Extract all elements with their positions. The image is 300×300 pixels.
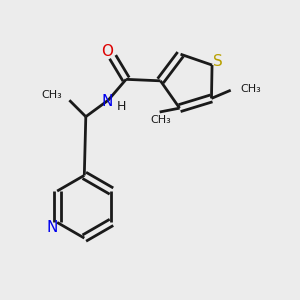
Text: CH₃: CH₃ (41, 90, 62, 100)
Text: CH₃: CH₃ (151, 116, 172, 125)
Text: O: O (101, 44, 113, 59)
Text: S: S (213, 54, 222, 69)
Text: CH₃: CH₃ (240, 84, 261, 94)
Text: N: N (46, 220, 58, 235)
Text: N: N (101, 94, 112, 109)
Text: H: H (117, 100, 126, 113)
